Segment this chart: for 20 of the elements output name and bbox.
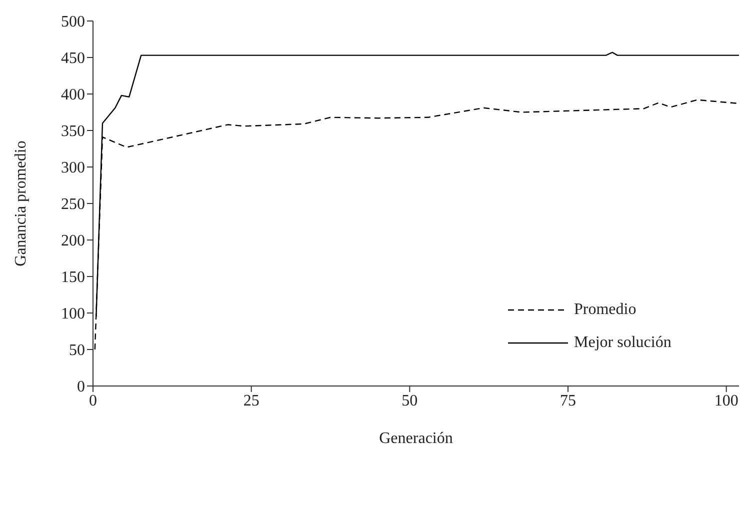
y-tick-label: 200 [61,232,85,250]
legend-label: Mejor solución [574,334,672,352]
y-tick-label: 250 [61,196,85,214]
y-tick-label: 350 [61,123,85,140]
y-tick-label: 0 [77,378,85,396]
x-tick-label: 100 [714,392,738,410]
y-tick-label: 450 [61,50,85,68]
y-tick-label: 500 [61,14,85,31]
x-tick-label: 50 [402,392,418,410]
x-tick-label: 75 [560,392,576,410]
y-axis-title: Ganancia promedio [12,140,30,266]
y-tick-label: 150 [61,269,85,286]
x-tick-label: 25 [243,392,260,410]
y-tick-label: 100 [61,306,85,323]
y-tick-label: 400 [61,86,85,104]
x-axis-title: Generación [379,430,453,447]
y-tick-label: 50 [69,342,85,360]
legend-label: Promedio [574,300,636,318]
y-tick-label: 300 [61,160,85,177]
x-tick-label: 0 [89,392,97,410]
